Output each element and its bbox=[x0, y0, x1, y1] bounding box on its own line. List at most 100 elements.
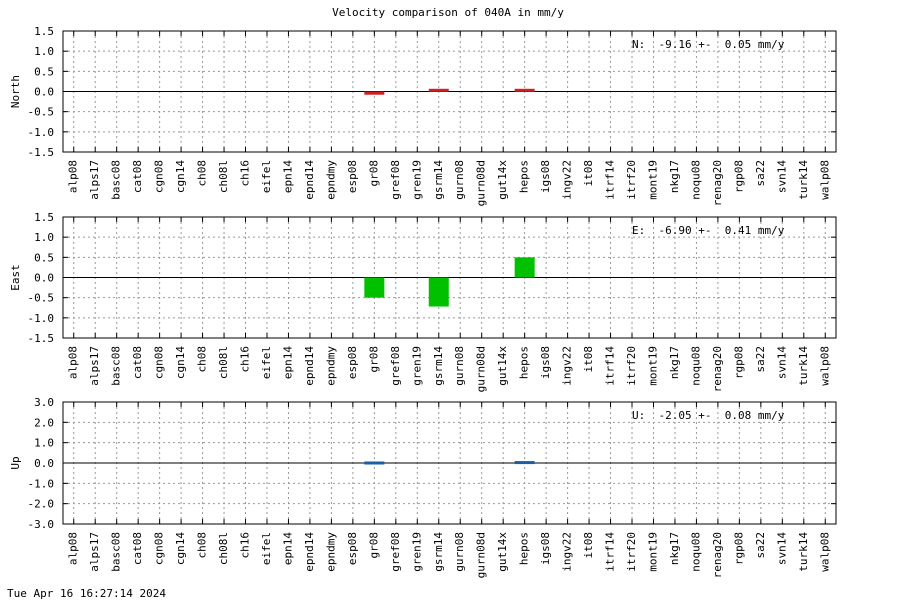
x-tick-label: nkg17 bbox=[668, 160, 681, 193]
x-tick-label: epn14 bbox=[281, 160, 294, 193]
x-tick-label: cat08 bbox=[131, 160, 144, 193]
x-tick-label: cgn14 bbox=[174, 346, 187, 379]
x-tick-label: gref08 bbox=[389, 346, 402, 386]
y-tick-label: -3.0 bbox=[28, 518, 55, 531]
x-tick-label: gurn08d bbox=[475, 346, 488, 392]
x-tick-label: epnd14 bbox=[303, 532, 316, 572]
y-tick-label: 1.5 bbox=[34, 25, 54, 38]
x-tick-label: epndmy bbox=[324, 160, 337, 200]
x-tick-label: gurn08 bbox=[453, 346, 466, 386]
x-tick-label: igs08 bbox=[539, 346, 552, 379]
bar bbox=[514, 88, 535, 92]
x-tick-label: sa22 bbox=[754, 160, 767, 187]
x-tick-label: walp08 bbox=[818, 532, 831, 572]
annotation: U: -2.05 +- 0.08 mm/y bbox=[632, 409, 785, 422]
x-tick-label: gut14x bbox=[496, 346, 509, 386]
x-tick-label: mont19 bbox=[646, 532, 659, 572]
bar bbox=[514, 257, 535, 278]
x-tick-label: ch08 bbox=[196, 532, 209, 559]
x-tick-label: hepos bbox=[518, 160, 531, 193]
x-tick-label: svn14 bbox=[775, 532, 788, 565]
x-tick-label: nkg17 bbox=[668, 532, 681, 565]
x-tick-label: alps17 bbox=[88, 532, 101, 572]
x-tick-label: sa22 bbox=[754, 532, 767, 559]
y-tick-label: 0.0 bbox=[34, 86, 54, 99]
x-tick-label: sa22 bbox=[754, 346, 767, 373]
x-tick-label: renag20 bbox=[711, 346, 724, 392]
x-tick-label: esp08 bbox=[346, 160, 359, 193]
y-tick-label: -0.5 bbox=[28, 106, 55, 119]
x-tick-label: noqu08 bbox=[689, 346, 702, 386]
x-tick-label: cat08 bbox=[131, 532, 144, 565]
x-tick-label: itrf14 bbox=[604, 532, 617, 572]
plot-frame bbox=[62, 216, 837, 339]
x-tick-label: basc08 bbox=[110, 160, 123, 200]
x-tick-label: hepos bbox=[518, 532, 531, 565]
x-tick-label: svn14 bbox=[775, 346, 788, 379]
x-tick-label: alp08 bbox=[67, 160, 80, 193]
x-tick-label: gref08 bbox=[389, 160, 402, 200]
x-tick-label: ingv22 bbox=[561, 532, 574, 572]
y-tick-label: 1.5 bbox=[34, 211, 54, 224]
x-tick-label: ingv22 bbox=[561, 346, 574, 386]
x-tick-label: it08 bbox=[582, 346, 595, 373]
y-tick-label: 0.5 bbox=[34, 251, 54, 264]
x-tick-label: gsrm14 bbox=[432, 532, 445, 572]
x-tick-label: noqu08 bbox=[689, 160, 702, 200]
x-tick-label: gurn08d bbox=[475, 160, 488, 206]
x-tick-label: ch08 bbox=[196, 346, 209, 373]
x-tick-label: epnd14 bbox=[303, 160, 316, 200]
y-tick-label: -1.0 bbox=[28, 126, 55, 139]
x-tick-label: cgn14 bbox=[174, 160, 187, 193]
x-tick-label: alp08 bbox=[67, 532, 80, 565]
y-tick-label: 0.0 bbox=[34, 272, 54, 285]
x-tick-label: gsrm14 bbox=[432, 160, 445, 200]
x-tick-label: basc08 bbox=[110, 532, 123, 572]
x-tick-label: it08 bbox=[582, 160, 595, 187]
bar bbox=[364, 91, 385, 95]
x-tick-label: rgp08 bbox=[732, 532, 745, 565]
y-axis-label: Up bbox=[9, 456, 22, 469]
x-tick-label: mont19 bbox=[646, 160, 659, 200]
bar bbox=[428, 88, 449, 92]
x-tick-label: alps17 bbox=[88, 160, 101, 200]
x-tick-label: ch16 bbox=[239, 160, 252, 187]
x-tick-label: eifel bbox=[260, 532, 273, 565]
x-tick-label: basc08 bbox=[110, 346, 123, 386]
x-tick-label: esp08 bbox=[346, 346, 359, 379]
y-tick-label: 0.5 bbox=[34, 65, 54, 78]
x-tick-label: ch08l bbox=[217, 160, 230, 193]
x-tick-label: itrf20 bbox=[625, 160, 638, 200]
x-tick-label: gsrm14 bbox=[432, 346, 445, 386]
x-tick-label: ch08l bbox=[217, 532, 230, 565]
x-tick-label: svn14 bbox=[775, 160, 788, 193]
x-tick-label: cgn14 bbox=[174, 532, 187, 565]
x-tick-label: itrf20 bbox=[625, 346, 638, 386]
x-tick-label: alps17 bbox=[88, 346, 101, 386]
plot-frame bbox=[62, 30, 837, 153]
x-tick-label: epn14 bbox=[281, 532, 294, 565]
x-tick-label: igs08 bbox=[539, 532, 552, 565]
x-tick-label: ch16 bbox=[239, 532, 252, 559]
x-tick-label: ch08l bbox=[217, 346, 230, 379]
bar bbox=[364, 277, 385, 298]
x-tick-label: gut14x bbox=[496, 160, 509, 200]
x-tick-label: turk14 bbox=[797, 346, 810, 386]
x-tick-label: ingv22 bbox=[561, 160, 574, 200]
x-tick-label: hepos bbox=[518, 346, 531, 379]
timestamp: Tue Apr 16 16:27:14 2024 bbox=[7, 587, 166, 600]
x-tick-label: gr08 bbox=[367, 532, 380, 559]
x-tick-label: igs08 bbox=[539, 160, 552, 193]
y-tick-label: -1.5 bbox=[28, 146, 55, 159]
x-tick-label: nkg17 bbox=[668, 346, 681, 379]
x-tick-label: cgn08 bbox=[153, 532, 166, 565]
y-tick-label: 1.0 bbox=[34, 231, 54, 244]
x-tick-label: cat08 bbox=[131, 346, 144, 379]
x-tick-label: gr08 bbox=[367, 160, 380, 187]
x-tick-label: gren19 bbox=[410, 532, 423, 572]
x-tick-label: rgp08 bbox=[732, 346, 745, 379]
x-tick-label: gurn08 bbox=[453, 532, 466, 572]
x-tick-label: alp08 bbox=[67, 346, 80, 379]
x-tick-label: gren19 bbox=[410, 160, 423, 200]
